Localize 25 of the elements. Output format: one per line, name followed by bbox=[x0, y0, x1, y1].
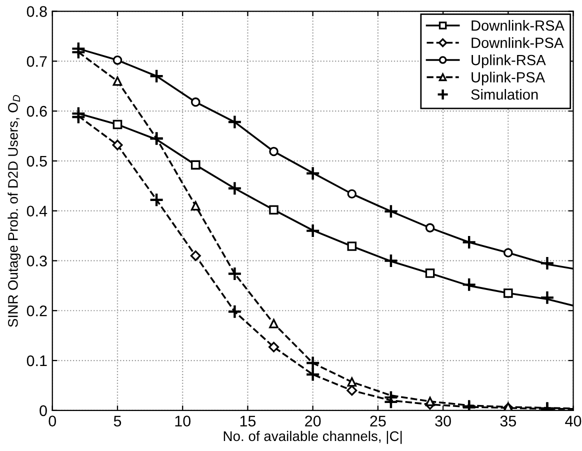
x-tick-label: 10 bbox=[175, 416, 190, 426]
y-tick-label: 0 bbox=[40, 405, 47, 416]
x-tick-label: 35 bbox=[500, 416, 516, 426]
x-tick-label: 25 bbox=[370, 416, 386, 426]
x-tick-label: 5 bbox=[114, 416, 122, 426]
y-tick-label: 0.7 bbox=[26, 56, 47, 67]
y-tick-label: 0.3 bbox=[26, 256, 47, 266]
y-tick-label: 0.8 bbox=[26, 6, 47, 17]
legend-label: Uplink-PSA bbox=[472, 72, 546, 86]
x-tick-label: 15 bbox=[240, 416, 256, 426]
x-tick-label: 40 bbox=[565, 416, 582, 426]
x-axis-title: No. of available channels, |C| bbox=[224, 430, 402, 444]
y-tick-label: 0.4 bbox=[26, 206, 48, 217]
x-tick-label: 30 bbox=[435, 416, 451, 426]
legend-label: Uplink-RSA bbox=[472, 54, 546, 68]
y-axis-title: SINR Outage Prob. of D2D Users, O$_{D}$ bbox=[8, 95, 21, 327]
y-tick-label: 0.5 bbox=[26, 156, 47, 167]
legend-label: Downlink-RSA bbox=[472, 20, 564, 31]
y-tick-label: 0.2 bbox=[26, 305, 47, 316]
y-tick-label: 0.6 bbox=[26, 106, 47, 117]
x-tick-label: 20 bbox=[305, 416, 321, 426]
legend-label: Simulation bbox=[471, 88, 538, 100]
y-tick-label: 0.1 bbox=[26, 355, 47, 366]
x-tick-label: 0 bbox=[48, 416, 56, 426]
legend-label: Downlink-PSA bbox=[472, 37, 564, 48]
